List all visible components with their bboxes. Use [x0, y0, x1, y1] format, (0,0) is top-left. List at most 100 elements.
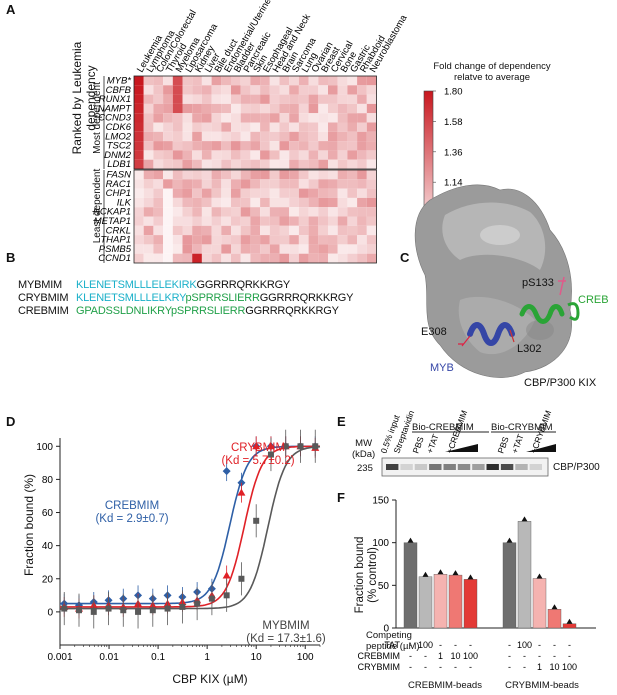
data-point	[149, 607, 156, 614]
heatmap-cell	[289, 113, 299, 123]
heatmap-cell	[201, 235, 212, 245]
heatmap-cell	[163, 76, 173, 86]
heatmap-cell	[289, 207, 299, 217]
heatmap-cell	[260, 253, 270, 263]
heatmap-cell	[318, 103, 328, 114]
row-label: CDK6	[106, 122, 132, 133]
bar	[562, 623, 577, 629]
panel-letter-d: D	[6, 414, 16, 429]
heatmap-cell	[366, 235, 377, 245]
heatmap-cell	[134, 188, 144, 198]
panel-letter-c: C	[400, 250, 410, 265]
heatmap-cell	[143, 159, 154, 169]
heatmap-cell	[240, 179, 251, 189]
heatmap-cell	[318, 179, 328, 189]
d-label-crebmim: CREBMIM (Kd = 2.9±0.7)	[95, 500, 169, 525]
heatmap-cell	[250, 170, 261, 180]
heatmap-cell	[328, 216, 338, 226]
heatmap-cell	[192, 159, 202, 169]
heatmap-cell	[182, 235, 193, 245]
heatmap-cell	[240, 197, 251, 208]
data-point	[179, 603, 186, 610]
heatmap-cell	[357, 225, 367, 236]
y-tick-label: 20	[42, 574, 54, 585]
heatmap-cell	[240, 216, 251, 226]
heatmap-cell	[328, 235, 338, 245]
condition-cell: -	[454, 662, 457, 672]
heatmap-cell	[153, 207, 164, 217]
heatmap-cell	[192, 103, 202, 114]
heatmap-cell	[366, 94, 377, 104]
mw-label: MW (kDa)	[352, 438, 376, 460]
heatmap-cell	[221, 94, 231, 104]
colorbar-tick-label: 1.80	[444, 87, 463, 98]
data-point	[422, 571, 429, 577]
heatmap-cell	[221, 207, 231, 217]
heatmap-cell	[357, 94, 367, 104]
heatmap-cell	[172, 170, 183, 180]
heatmap-cell	[289, 131, 299, 142]
x-tick-label: 10	[251, 652, 263, 663]
bar	[463, 579, 478, 629]
heatmap-cell	[289, 76, 299, 86]
condition-cell: 100	[463, 651, 478, 661]
condition-cell: -	[469, 640, 472, 650]
f-ylabel: Fraction bound (% control)	[354, 536, 379, 614]
sequence-tat: GGRRRQRKKRGY	[259, 292, 354, 304]
heatmap-cell	[366, 131, 377, 142]
data-point	[437, 569, 444, 575]
heatmap-cell	[240, 188, 251, 198]
heatmap-cell	[231, 197, 241, 208]
heatmap-cell	[192, 85, 202, 95]
sequence-row-crebmim: CREBMIM GPADSSLDNLIKRYpSPRRSLIERRGGRRRQRK…	[18, 305, 339, 317]
heatmap-cell	[201, 131, 212, 142]
condition-cell: 10	[549, 662, 559, 672]
heatmap-cell	[134, 150, 144, 160]
gel-band	[386, 464, 399, 470]
heatmap-cell	[357, 235, 367, 245]
heatmap-cell	[337, 131, 348, 142]
x-tick-label: 1	[204, 652, 210, 663]
condition-cell: 100	[517, 640, 532, 650]
heatmap-cell	[269, 159, 280, 169]
heatmap-cell	[269, 216, 280, 226]
heatmap-cell	[308, 216, 319, 226]
heatmap-cell	[366, 113, 377, 123]
heatmap-cell	[163, 94, 173, 104]
heatmap-cell	[201, 159, 212, 169]
heatmap-cell	[366, 253, 377, 263]
heatmap-cell	[221, 170, 231, 180]
heatmap-cell	[308, 225, 319, 236]
row-label: MYB*	[107, 76, 132, 87]
heatmap-cell	[279, 159, 290, 169]
heatmap-cell	[153, 76, 164, 86]
heatmap-cell	[201, 141, 212, 151]
heatmap-cell	[192, 235, 202, 245]
heatmap-cell	[337, 103, 348, 114]
heatmap-cell	[366, 207, 377, 217]
heatmap-cell	[298, 150, 309, 160]
heatmap-cell	[298, 113, 309, 123]
heatmap-cell	[337, 94, 348, 104]
condition-cell: -	[454, 640, 457, 650]
heatmap-cell	[211, 103, 222, 114]
heatmap-cell	[289, 103, 299, 114]
heatmap-cell	[347, 85, 358, 95]
colorbar-tick-label: 1.14	[444, 178, 463, 189]
condition-row-label: CRYBMIM	[358, 662, 400, 672]
bar	[517, 521, 532, 629]
data-point	[521, 516, 528, 522]
heatmap-cell	[328, 113, 338, 123]
heatmap-cell	[153, 170, 164, 180]
heatmap-cell	[192, 207, 202, 217]
heatmap-cell	[308, 244, 319, 254]
heatmap-cell	[260, 103, 270, 114]
sequence-tat: GGRRRQRKKRGY	[196, 279, 291, 291]
x-tick-label: 100	[297, 652, 314, 663]
heatmap-cell	[163, 159, 173, 169]
heatmap-cell	[153, 85, 164, 95]
sequence-tat: GGRRRQRKKRGY	[245, 305, 339, 317]
heatmap-cell	[221, 85, 231, 95]
condition-cell: 100	[418, 640, 433, 650]
